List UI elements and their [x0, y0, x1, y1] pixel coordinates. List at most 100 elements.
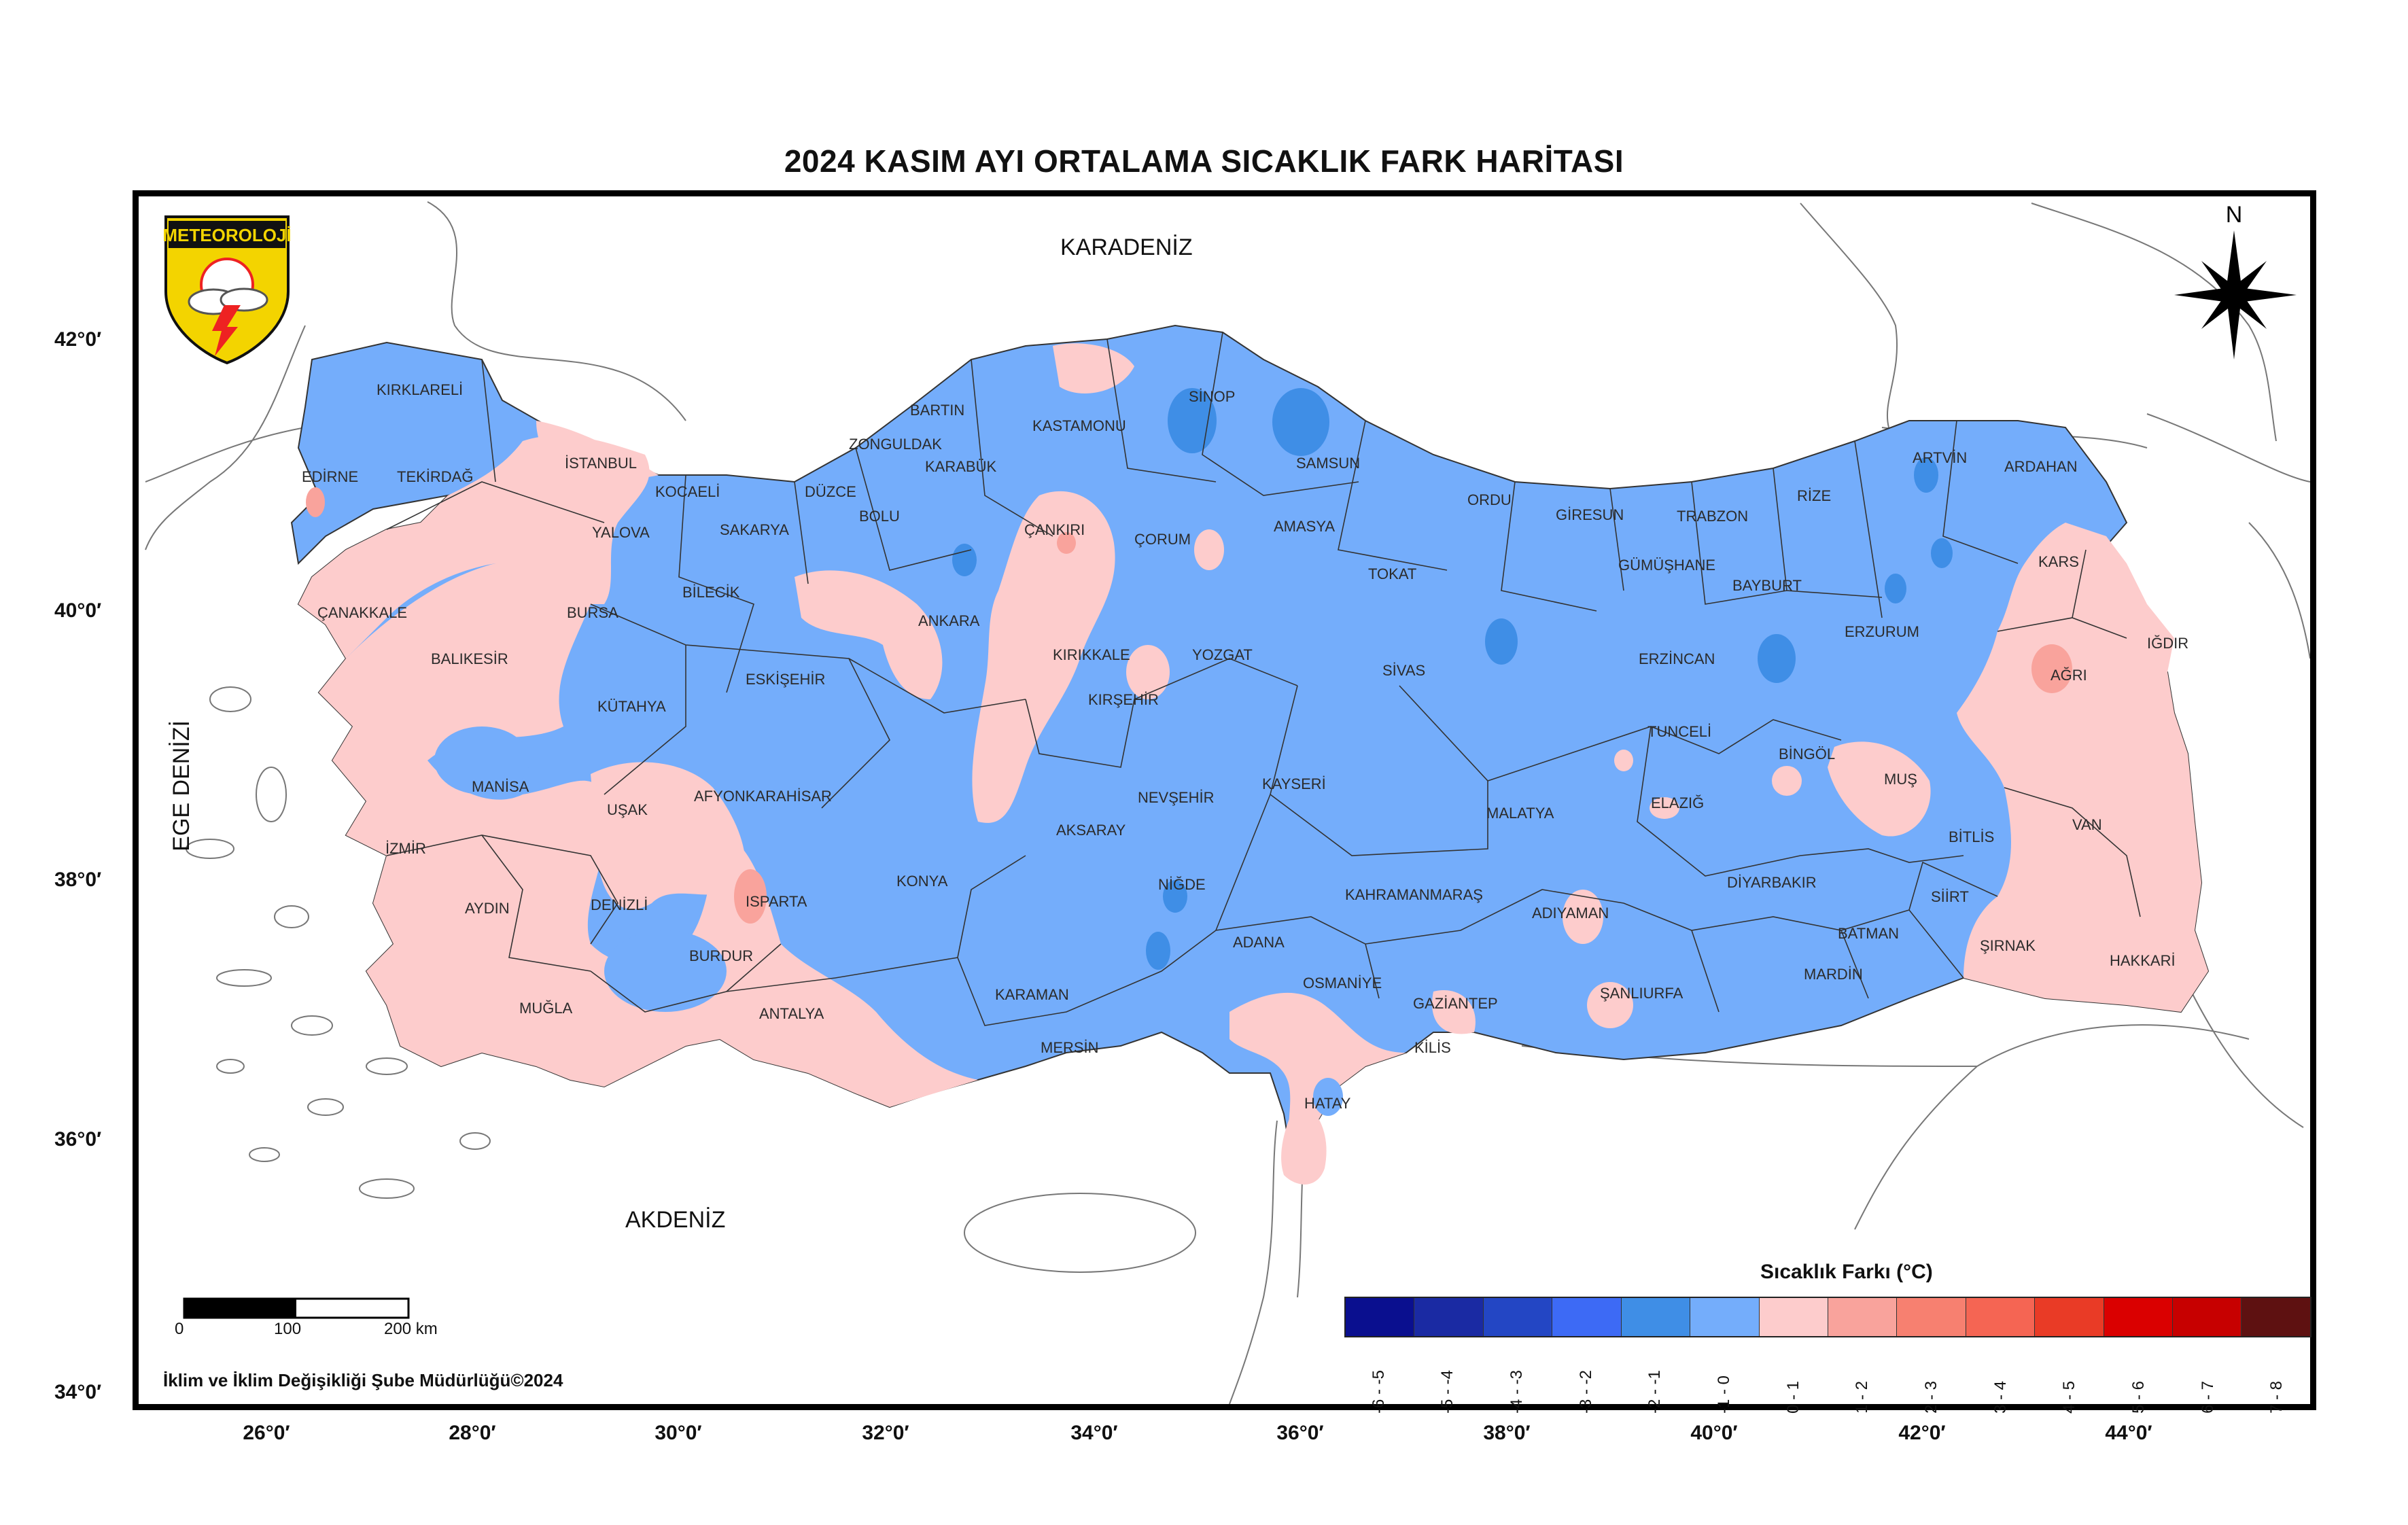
warm-gaziantep: [1432, 990, 1476, 1034]
sea-label-ege: EGE DENİZİ: [169, 720, 194, 852]
cyprus-outline: [964, 1193, 1196, 1273]
lon-label-44: 44°0′: [2105, 1422, 2152, 1444]
legend-swatch: [1483, 1298, 1553, 1336]
legend-class-text: -3 - -2: [1576, 1369, 1595, 1414]
province-label: İSTANBUL: [565, 455, 637, 472]
legend-labels: -6 - -5 -5 - -4 -4 - -3 -3 - -2 -2 - -1 -1 - …: [1344, 1352, 2311, 1414]
logo-text: METEOROLOJİ: [162, 225, 291, 245]
anomaly-spots: [306, 388, 2072, 1116]
province-label: BURDUR: [689, 947, 753, 964]
province-label: SAMSUN: [1296, 455, 1360, 472]
legend-swatch: [1759, 1298, 1828, 1336]
lat-label-42: 42°0′: [54, 328, 102, 351]
province-label: MERSİN: [1041, 1039, 1099, 1056]
legend-class-text: -1 - 0: [1715, 1375, 1734, 1414]
legend-class-label: 6 - 7: [2174, 1352, 2243, 1414]
cold-spot-samsun: [1272, 388, 1329, 456]
cold-spot-ankara: [952, 544, 977, 576]
legend-class-text: -2 - -1: [1645, 1369, 1664, 1414]
province-label: KÜTAHYA: [597, 698, 666, 715]
lon-label-32: 32°0′: [862, 1422, 909, 1444]
province-label: SAKARYA: [720, 521, 789, 538]
province-label: KARS: [2038, 553, 2079, 570]
province-label: ANTALYA: [759, 1005, 824, 1022]
province-label: KOCAELİ: [655, 483, 720, 500]
province-label: VAN: [2072, 816, 2102, 833]
warm-spot-corum: [1194, 529, 1224, 570]
province-label: GÜMÜŞHANE: [1618, 557, 1715, 574]
province-label: DİYARBAKIR: [1727, 874, 1817, 891]
scale-label-100: 100: [274, 1320, 302, 1338]
province-label: AKSARAY: [1056, 822, 1126, 839]
legend-class-label: 0 - 1: [1759, 1352, 1828, 1414]
province-label: ERZİNCAN: [1639, 650, 1715, 667]
province-label: ADANA: [1233, 934, 1285, 951]
lon-label-30: 30°0′: [655, 1422, 702, 1444]
iran-border: [2146, 413, 2310, 1128]
lat-label-38: 38°0′: [54, 869, 102, 891]
legend-swatch: [2241, 1298, 2310, 1336]
province-label: NİĞDE: [1158, 876, 1206, 893]
province-label: EDİRNE: [302, 468, 358, 485]
legend-color-bar: [1344, 1297, 2311, 1337]
cold-spot-adana: [1146, 932, 1170, 970]
province-label: İZMİR: [385, 840, 426, 857]
province-label: MUŞ: [1884, 771, 1917, 788]
province-label: TUNCELİ: [1647, 723, 1711, 740]
legend-class-text: 2 - 3: [1921, 1380, 1940, 1414]
warm-mus: [1828, 741, 1931, 837]
province-label: BALIKESİR: [431, 650, 508, 667]
credit-text: İklim ve İklim Değişikliği Şube Müdürlüğ…: [163, 1370, 563, 1390]
warm-ankara-corridor: [972, 491, 1115, 823]
legend-class-label: -3 - -2: [1552, 1352, 1621, 1414]
legend-class-text: 1 - 2: [1853, 1380, 1872, 1414]
lat-label-40: 40°0′: [54, 599, 102, 622]
legend-class-text: 6 - 7: [2198, 1380, 2217, 1414]
meteoroloji-shield-logo: METEOROLOJİ: [159, 210, 295, 370]
province-label: BATMAN: [1838, 925, 1899, 942]
legend-title: Sıcaklık Farkı (°C): [1760, 1261, 1933, 1283]
legend-class-label: 3 - 4: [1966, 1352, 2036, 1414]
province-label: TRABZON: [1677, 508, 1748, 525]
province-label: KİLİS: [1414, 1039, 1451, 1056]
legend-class-label: 4 - 5: [2035, 1352, 2104, 1414]
province-label: ELAZIĞ: [1651, 794, 1704, 811]
province-label: ŞIRNAK: [1980, 937, 2036, 954]
cold-spot-hatay: [1313, 1078, 1343, 1116]
province-label: BİTLİS: [1949, 828, 1994, 845]
lon-label-42: 42°0′: [1898, 1422, 1946, 1444]
province-label: GAZİANTEP: [1413, 995, 1498, 1012]
province-label: KAHRAMANMARAŞ: [1345, 886, 1483, 903]
province-label: BURSA: [567, 604, 618, 621]
warm-spot-elazig: [1650, 797, 1679, 819]
province-label: ARTVİN: [1913, 449, 1967, 466]
province-label: KONYA: [896, 873, 948, 890]
north-label: N: [2226, 202, 2243, 228]
legend-swatch: [2173, 1298, 2242, 1336]
province-label: HATAY: [1304, 1095, 1351, 1112]
hot-spot-cankiri: [1057, 532, 1076, 554]
province-label: ÇANKIRI: [1024, 521, 1085, 538]
aegean-islands: [186, 686, 491, 1199]
cool-area-burdur: [604, 930, 727, 1012]
legend-swatch: [2035, 1298, 2104, 1336]
province-label: NEVŞEHİR: [1138, 789, 1214, 806]
neighbour-outlines: [145, 201, 2310, 1404]
temperature-map: KIRKLARELİ EDİRNE TEKİRDAĞ İSTANBUL KOCA…: [145, 201, 2310, 1404]
province-label: MUĞLA: [519, 1000, 573, 1017]
province-label: YOZGAT: [1192, 646, 1253, 663]
province-label: HAKKARİ: [2110, 952, 2176, 969]
province-label: KIRKLARELİ: [377, 381, 463, 398]
province-label: DÜZCE: [805, 483, 856, 500]
province-label: AFYONKARAHİSAR: [694, 788, 832, 805]
province-label: ORDU: [1467, 491, 1512, 508]
warm-ankara-west: [795, 570, 943, 699]
warm-inner-west: [591, 762, 746, 909]
province-label: ADIYAMAN: [1532, 905, 1609, 922]
map-title: 2024 KASIM AYI ORTALAMA SICAKLIK FARK HA…: [784, 143, 1624, 179]
province-label: TOKAT: [1368, 565, 1416, 582]
province-label: ISPARTA: [746, 893, 807, 910]
province-label: ÇANAKKALE: [317, 604, 407, 621]
lat-label-34: 34°0′: [54, 1381, 102, 1403]
province-label: RİZE: [1797, 487, 1831, 504]
